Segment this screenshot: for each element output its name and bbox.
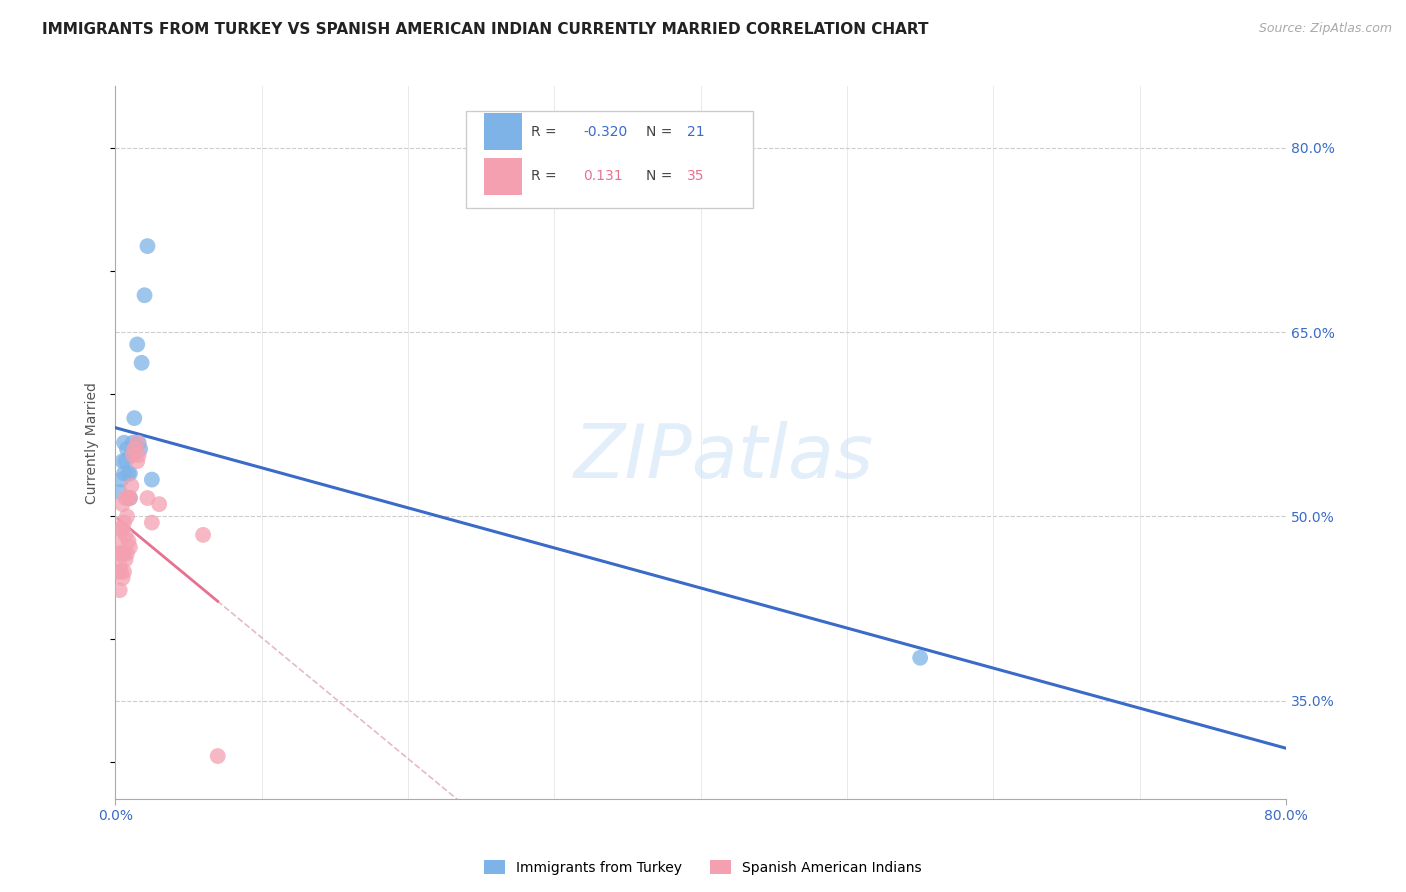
- Point: [110, 522, 132, 536]
- Text: 21: 21: [686, 125, 704, 138]
- Point: [124, 411, 146, 425]
- Text: IMMIGRANTS FROM TURKEY VS SPANISH AMERICAN INDIAN CURRENTLY MARRIED CORRELATION : IMMIGRANTS FROM TURKEY VS SPANISH AMERIC…: [42, 22, 929, 37]
- Point: [112, 516, 135, 530]
- Text: ZIPatlas: ZIPatlas: [574, 421, 875, 493]
- Point: [136, 491, 159, 505]
- Text: R =: R =: [531, 125, 557, 138]
- Point: [136, 239, 159, 253]
- Point: [112, 546, 135, 560]
- Point: [124, 442, 146, 456]
- Point: [127, 435, 149, 450]
- Point: [118, 467, 141, 481]
- Point: [108, 583, 131, 598]
- Point: [117, 491, 139, 505]
- Point: [111, 522, 134, 536]
- Point: [112, 435, 135, 450]
- Point: [115, 442, 138, 456]
- Point: [141, 473, 163, 487]
- Point: [128, 448, 150, 462]
- Point: [908, 650, 931, 665]
- Point: [108, 558, 131, 573]
- Point: [127, 337, 149, 351]
- Point: [127, 454, 149, 468]
- Point: [114, 528, 136, 542]
- Text: 35: 35: [686, 169, 704, 183]
- Point: [107, 565, 129, 579]
- Point: [120, 479, 142, 493]
- Text: 0.131: 0.131: [583, 169, 623, 183]
- Point: [121, 435, 143, 450]
- Point: [114, 454, 136, 468]
- Point: [110, 473, 132, 487]
- Text: N =: N =: [645, 169, 672, 183]
- Point: [128, 435, 150, 450]
- Point: [111, 571, 134, 585]
- Point: [110, 565, 132, 579]
- Point: [107, 546, 129, 560]
- Point: [118, 540, 141, 554]
- Point: [148, 497, 170, 511]
- Point: [121, 448, 143, 462]
- Point: [112, 565, 135, 579]
- Point: [110, 546, 132, 560]
- Point: [131, 356, 153, 370]
- Point: [117, 534, 139, 549]
- Point: [207, 749, 229, 764]
- Point: [111, 454, 134, 468]
- Point: [120, 448, 142, 462]
- Text: -0.320: -0.320: [583, 125, 628, 138]
- FancyBboxPatch shape: [467, 112, 754, 208]
- Point: [191, 528, 214, 542]
- Point: [129, 442, 152, 456]
- Point: [114, 491, 136, 505]
- Point: [115, 509, 138, 524]
- Point: [108, 534, 131, 549]
- Point: [134, 288, 156, 302]
- Legend: Immigrants from Turkey, Spanish American Indians: Immigrants from Turkey, Spanish American…: [479, 855, 927, 880]
- Point: [114, 552, 136, 566]
- Point: [111, 546, 134, 560]
- Text: N =: N =: [645, 125, 672, 138]
- Point: [111, 497, 134, 511]
- Point: [112, 467, 135, 481]
- Text: R =: R =: [531, 169, 557, 183]
- Text: Source: ZipAtlas.com: Source: ZipAtlas.com: [1258, 22, 1392, 36]
- Point: [141, 516, 163, 530]
- FancyBboxPatch shape: [484, 113, 522, 150]
- Point: [117, 467, 139, 481]
- Point: [118, 491, 141, 505]
- FancyBboxPatch shape: [484, 158, 522, 194]
- Point: [108, 484, 131, 499]
- Point: [115, 546, 138, 560]
- Point: [118, 491, 141, 505]
- Y-axis label: Currently Married: Currently Married: [86, 382, 100, 504]
